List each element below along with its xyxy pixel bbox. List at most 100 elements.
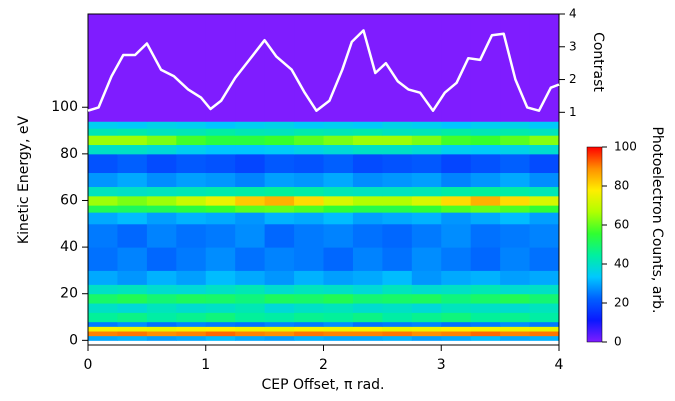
heatmap-cell [146, 293, 177, 304]
heatmap-cell [117, 212, 148, 225]
heatmap-cell [382, 205, 413, 213]
heatmap-cell [441, 186, 472, 197]
heatmap-cell [205, 335, 236, 341]
heatmap-cell [294, 186, 324, 197]
heatmap-cell [146, 312, 177, 323]
heatmap-cell [382, 135, 413, 146]
colorbar-tick-label: 100 [614, 140, 637, 154]
x-tick-label: 2 [319, 357, 328, 373]
heatmap-cell [264, 186, 295, 197]
heatmap-cell [323, 212, 354, 225]
heatmap [88, 14, 560, 341]
heatmap-cell [352, 312, 383, 323]
heatmap-cell [146, 195, 177, 206]
heatmap-cell [146, 144, 177, 155]
heatmap-cell [529, 312, 560, 323]
heatmap-cell [205, 135, 236, 146]
heatmap-cell [323, 135, 354, 146]
heatmap-cell [117, 326, 148, 332]
heatmap-cell [441, 172, 472, 187]
heatmap-cell [146, 205, 177, 213]
heatmap-cell [382, 186, 413, 197]
x-tick-label: 4 [555, 357, 564, 373]
heatmap-cell [441, 293, 472, 304]
colorbar-label: Photoelectron Counts, arb. [649, 126, 665, 313]
x-tick-label: 1 [201, 357, 210, 373]
heatmap-cell [146, 121, 177, 129]
heatmap-cell [352, 303, 383, 313]
heatmap-cell [470, 312, 501, 323]
heatmap-cell [441, 144, 472, 155]
heatmap-cell [352, 293, 383, 304]
heatmap-cell [411, 331, 442, 337]
heatmap-cell [235, 321, 266, 327]
y2-axis-label: Contrast [590, 32, 606, 92]
heatmap-cell [88, 135, 118, 146]
heatmap-cell [500, 144, 531, 155]
heatmap-cell [500, 312, 531, 323]
heatmap-cell [411, 172, 442, 187]
heatmap-cell [294, 247, 324, 271]
heatmap-cell [382, 14, 413, 122]
heatmap-cell [117, 293, 148, 304]
heatmap-cell [235, 135, 266, 146]
heatmap-cell [294, 205, 324, 213]
heatmap-cell [323, 172, 354, 187]
heatmap-cell [176, 293, 207, 304]
heatmap-cell [264, 326, 295, 332]
heatmap-cell [235, 14, 266, 122]
heatmap-cell [117, 205, 148, 213]
heatmap-cell [470, 205, 501, 213]
heatmap-cell [205, 128, 236, 136]
heatmap-cell [529, 223, 560, 248]
heatmap-cell [264, 321, 295, 327]
heatmap-cell [470, 223, 501, 248]
heatmap-cell [264, 335, 295, 341]
heatmap-cell [529, 205, 560, 213]
heatmap-cell [529, 14, 560, 122]
heatmap-cell [235, 172, 266, 187]
heatmap-cell [500, 284, 531, 295]
heatmap-cell [441, 335, 472, 341]
heatmap-cell [352, 212, 383, 225]
heatmap-cell [411, 144, 442, 155]
heatmap-cell [411, 212, 442, 225]
heatmap-cell [235, 195, 266, 206]
heatmap-cell [323, 326, 354, 332]
heatmap-cell [323, 186, 354, 197]
heatmap-cell [117, 223, 148, 248]
heatmap-cell [176, 172, 207, 187]
heatmap-cell [235, 153, 266, 174]
heatmap-cell [88, 223, 118, 248]
heatmap-cell [88, 284, 118, 295]
heatmap-cell [529, 326, 560, 332]
heatmap-cell [294, 153, 324, 174]
y-tick-label: 60 [60, 192, 78, 208]
heatmap-cell [88, 195, 118, 206]
heatmap-cell [235, 270, 266, 285]
heatmap-cell [146, 303, 177, 313]
heatmap-cell [382, 284, 413, 295]
heatmap-cell [264, 247, 295, 271]
heatmap-cell [88, 331, 118, 337]
heatmap-cell [205, 331, 236, 337]
heatmap-cell [500, 135, 531, 146]
heatmap-cell [323, 331, 354, 337]
heatmap-cell [176, 14, 207, 122]
heatmap-cell [323, 312, 354, 323]
heatmap-cell [294, 303, 324, 313]
heatmap-cell [235, 303, 266, 313]
heatmap-cell [235, 205, 266, 213]
heatmap-cell [529, 212, 560, 225]
heatmap-cell [470, 135, 501, 146]
heatmap-cell [382, 326, 413, 332]
heatmap-cell [441, 195, 472, 206]
heatmap-cell [117, 195, 148, 206]
heatmap-cell [176, 284, 207, 295]
heatmap-cell [382, 121, 413, 129]
heatmap-cell [235, 312, 266, 323]
heatmap-cell [294, 195, 324, 206]
heatmap-cell [352, 284, 383, 295]
heatmap-cell [176, 312, 207, 323]
